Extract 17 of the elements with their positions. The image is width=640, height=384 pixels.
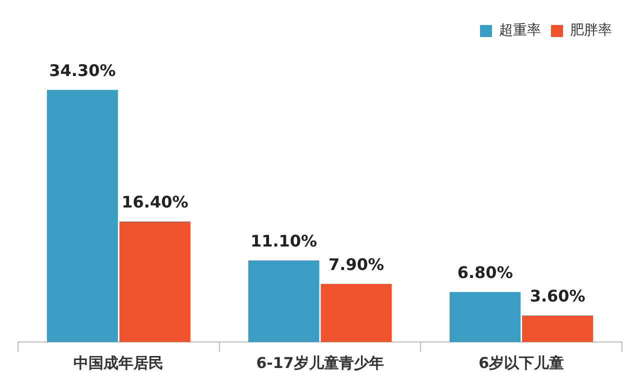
data-label: 16.40%	[122, 192, 188, 212]
data-label: 6.80%	[457, 263, 513, 282]
legend-label: 肥胖率	[570, 22, 612, 39]
data-label: 7.90%	[328, 255, 384, 274]
bar	[46, 90, 118, 342]
bar	[450, 292, 521, 342]
data-label: 3.60%	[530, 286, 586, 306]
bar	[320, 284, 392, 342]
data-label: 11.10%	[250, 232, 318, 251]
x-tick-label: 6岁以下儿童	[478, 354, 564, 372]
legend-label: 超重率	[499, 22, 541, 39]
bar	[119, 221, 190, 342]
bar	[522, 316, 594, 342]
x-tick-label: 中国成年居民	[74, 354, 164, 372]
x-tick-label: 6-17岁儿童青少年	[256, 354, 384, 372]
data-label: 34.30%	[49, 61, 116, 80]
bar	[248, 260, 320, 342]
